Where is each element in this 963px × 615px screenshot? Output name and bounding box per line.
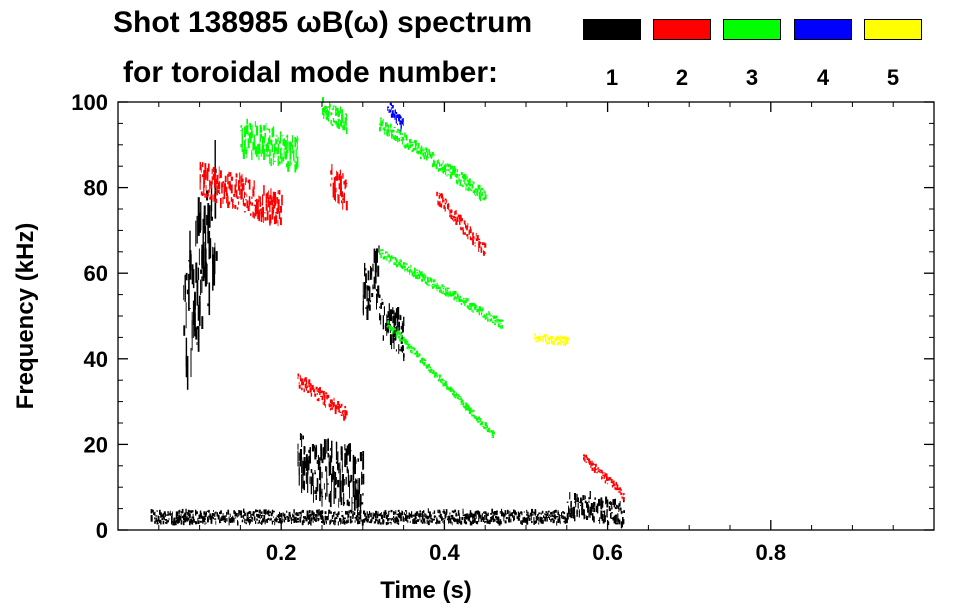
chart-title-line1: Shot 138985 ωB(ω) spectrum [113, 6, 533, 39]
spectral-feature-mode-4-16 [387, 102, 404, 132]
legend-label-mode-3: 3 [745, 65, 759, 90]
spectral-feature-mode-3-13 [379, 117, 487, 202]
spectral-feature-mode-3-14 [379, 248, 504, 329]
chart-title-line2: for toroidal mode number: [123, 56, 498, 89]
spectral-feature-mode-3-11 [240, 118, 299, 173]
legend-swatch-mode-4 [794, 19, 852, 40]
y-tick-label-60: 60 [84, 261, 108, 286]
y-tick-label-40: 40 [84, 347, 108, 372]
spectral-feature-mode-1-1 [297, 433, 365, 514]
y-tick-label-0: 0 [96, 518, 108, 543]
spectral-feature-mode-2-7 [297, 373, 348, 421]
x-tick-label-0.4: 0.4 [429, 540, 460, 565]
legend-label-mode-1: 1 [605, 65, 619, 90]
spectral-feature-mode-2-8 [330, 163, 348, 211]
spectral-feature-mode-3-12 [322, 97, 348, 135]
spectral-feature-mode-1-4 [566, 491, 625, 529]
spectral-feature-mode-2-9 [436, 191, 487, 256]
spectral-feature-mode-2-10 [583, 454, 625, 501]
spectral-feature-mode-1-5 [150, 508, 568, 526]
legend-swatch-mode-5 [864, 19, 922, 40]
legend-swatch-mode-2 [653, 19, 711, 40]
y-tick-label-100: 100 [71, 90, 108, 115]
legend-swatch-mode-1 [583, 19, 641, 40]
spectral-feature-mode-2-6 [199, 161, 283, 227]
legend-swatch-mode-3 [723, 19, 781, 40]
spectral-feature-mode-1-2 [362, 245, 381, 320]
y-tick-label-20: 20 [84, 432, 108, 457]
legend-label-mode-2: 2 [675, 65, 689, 90]
x-tick-label-0.8: 0.8 [756, 540, 787, 565]
x-tick-label-0.6: 0.6 [592, 540, 623, 565]
plot-frame [117, 101, 935, 531]
x-tick-label-0.2: 0.2 [266, 540, 297, 565]
legend-label-mode-4: 4 [816, 65, 830, 90]
spectral-feature-mode-5-17 [534, 333, 569, 346]
y-axis-label: Frequency (kHz) [12, 223, 39, 410]
y-tick-label-80: 80 [84, 176, 108, 201]
x-axis-label: Time (s) [380, 577, 472, 604]
legend-label-mode-5: 5 [886, 65, 900, 90]
spectral-feature-mode-3-15 [387, 320, 495, 438]
